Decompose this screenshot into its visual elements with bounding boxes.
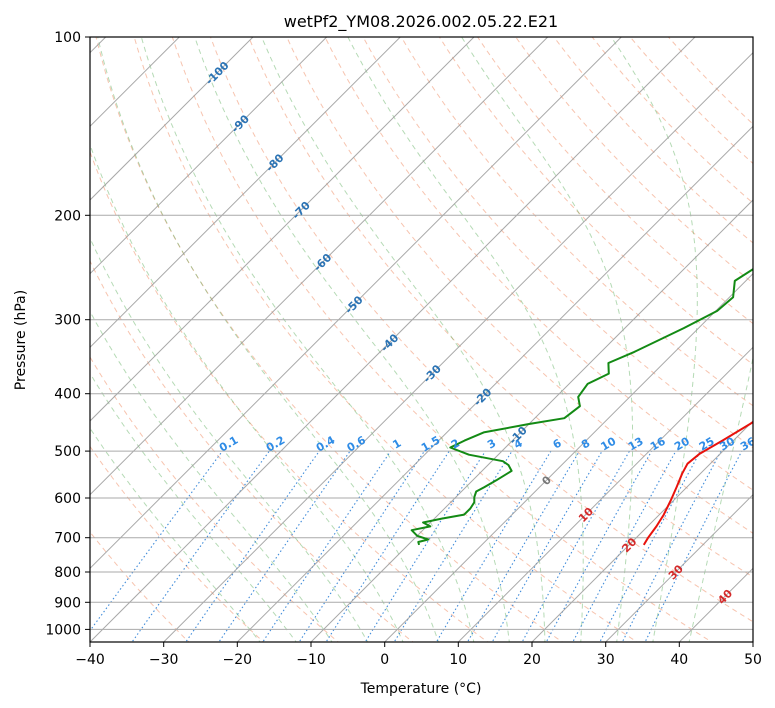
plot-frame (89, 36, 754, 643)
mixing-ratio-line (466, 450, 580, 642)
mixing-ratio-line (262, 450, 392, 642)
mixing-ratio-line (298, 450, 425, 642)
mixing-ratio-line (131, 450, 270, 642)
isotherm-line (90, 37, 401, 349)
isotherm-line (531, 420, 753, 642)
moist-adiabat (261, 37, 546, 642)
isotherm-line (90, 37, 696, 642)
mixing-ratio-line (218, 450, 351, 642)
isotherm-line (384, 272, 753, 642)
x-tick-label: 40 (670, 652, 688, 668)
y-tick-label: 500 (54, 444, 81, 460)
y-tick-label: 900 (54, 595, 81, 611)
dry-adiabat (324, 37, 753, 491)
moist-adiabat (90, 372, 297, 642)
isotherm-line (163, 51, 753, 642)
x-tick-label: 20 (523, 652, 541, 668)
x-tick-label: 10 (449, 652, 467, 668)
moist-adiabat (140, 37, 475, 642)
dewpoint-profile-line (410, 267, 753, 546)
temperature-profile-line (642, 420, 753, 546)
x-tick-label: −30 (149, 652, 179, 668)
y-tick-label: 600 (54, 491, 81, 507)
x-tick-label: −10 (296, 652, 326, 668)
isotherm-line (310, 199, 753, 642)
isotherm-line (90, 37, 328, 275)
isotherm-line (90, 37, 622, 570)
dry-adiabat (400, 37, 753, 407)
mixing-ratio-line (572, 450, 677, 642)
mixing-ratio-line (325, 450, 450, 642)
mixing-ratio-line (393, 450, 513, 642)
x-tick-label: −40 (75, 652, 105, 668)
dry-adiabat (209, 37, 753, 623)
chart-title: wetPf2_YM08.2026.002.05.22.E21 (284, 12, 558, 32)
x-tick-label: 30 (597, 652, 615, 668)
mixing-ratio-line (90, 450, 223, 632)
y-tick-label: 100 (54, 30, 81, 46)
x-tick-label: 0 (380, 652, 389, 668)
plot-grid (90, 37, 753, 642)
x-tick-label: −20 (223, 652, 253, 668)
mixing-ratio-line (599, 450, 701, 642)
y-tick-label: 200 (54, 208, 81, 224)
isotherm-line (90, 37, 475, 422)
moist-adiabat (347, 37, 584, 642)
x-tick-label: 50 (744, 652, 762, 668)
isotherm-line (90, 37, 254, 201)
plot-series (410, 267, 753, 546)
moist-adiabat (610, 37, 698, 642)
y-tick-label: 800 (54, 565, 81, 581)
dry-adiabat (90, 150, 489, 642)
dry-adiabat (248, 37, 753, 578)
isotherm-line (236, 125, 753, 642)
isotherm-line (605, 493, 753, 642)
moist-adiabat (461, 37, 634, 642)
y-tick-label: 1000 (45, 622, 81, 638)
y-tick-label: 400 (54, 387, 81, 403)
mixing-ratio-line (621, 450, 722, 642)
y-tick-label: 300 (54, 313, 81, 329)
isotherm-line (90, 37, 549, 496)
dry-adiabat (286, 37, 753, 534)
x-axis-title: Temperature (°C) (360, 681, 482, 697)
y-axis-title: Pressure (hPa) (13, 290, 29, 390)
mixing-ratio-label: 36 (738, 434, 758, 453)
isotherm-line (457, 346, 753, 642)
mixing-ratio-line (185, 450, 320, 642)
axis-ticks: −40 −30 −20 −10 0 10 20 30 40 50 1000 900 800 700 600 5… (45, 30, 762, 668)
dry-adiabat (171, 37, 713, 642)
y-tick-label: 700 (54, 531, 81, 547)
